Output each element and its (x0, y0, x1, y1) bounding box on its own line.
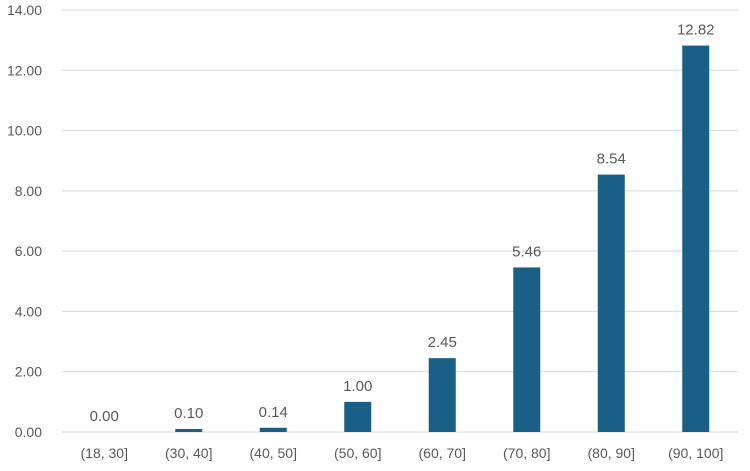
x-category-label: (30, 40] (165, 445, 212, 461)
bar (175, 428, 203, 432)
bar (428, 358, 456, 432)
bar (597, 174, 625, 432)
data-label: 0.14 (259, 404, 288, 421)
bar (682, 45, 710, 432)
data-label: 5.46 (512, 243, 541, 260)
x-axis-categories: (18, 30] (30, 40] (40, 50] (50, 60] (60, 70]… (81, 445, 724, 461)
bars (175, 45, 710, 432)
data-labels: 0.00 0.10 0.14 1.00 2.45 5.46 8.54 12.82 (90, 22, 715, 425)
y-tick-label: 4.00 (15, 303, 42, 319)
x-category-label: (70, 80] (503, 445, 550, 461)
y-tick-label: 14.00 (7, 2, 42, 18)
data-label: 1.00 (343, 378, 372, 395)
y-tick-label: 0.00 (15, 424, 42, 440)
y-tick-label: 12.00 (7, 62, 42, 78)
y-tick-label: 10.00 (7, 123, 42, 139)
y-tick-label: 8.00 (15, 183, 42, 199)
x-category-label: (60, 70] (419, 445, 466, 461)
data-label: 2.45 (428, 334, 457, 351)
bar (513, 267, 541, 432)
gridlines (62, 9, 738, 433)
y-tick-label: 2.00 (15, 364, 42, 380)
y-axis-ticks: 0.00 2.00 4.00 6.00 8.00 10.00 12.00 14.00 (7, 2, 42, 440)
bar (259, 427, 287, 432)
x-category-label: (18, 30] (81, 445, 128, 461)
data-label: 0.10 (174, 405, 203, 422)
x-category-label: (50, 60] (334, 445, 381, 461)
data-label: 12.82 (677, 22, 715, 39)
bar (344, 401, 372, 432)
data-label: 0.00 (90, 408, 119, 425)
y-tick-label: 6.00 (15, 243, 42, 259)
x-category-label: (80, 90] (588, 445, 635, 461)
data-label: 8.54 (597, 151, 626, 168)
x-category-label: (40, 50] (250, 445, 297, 461)
x-category-label: (90, 100] (668, 445, 723, 461)
